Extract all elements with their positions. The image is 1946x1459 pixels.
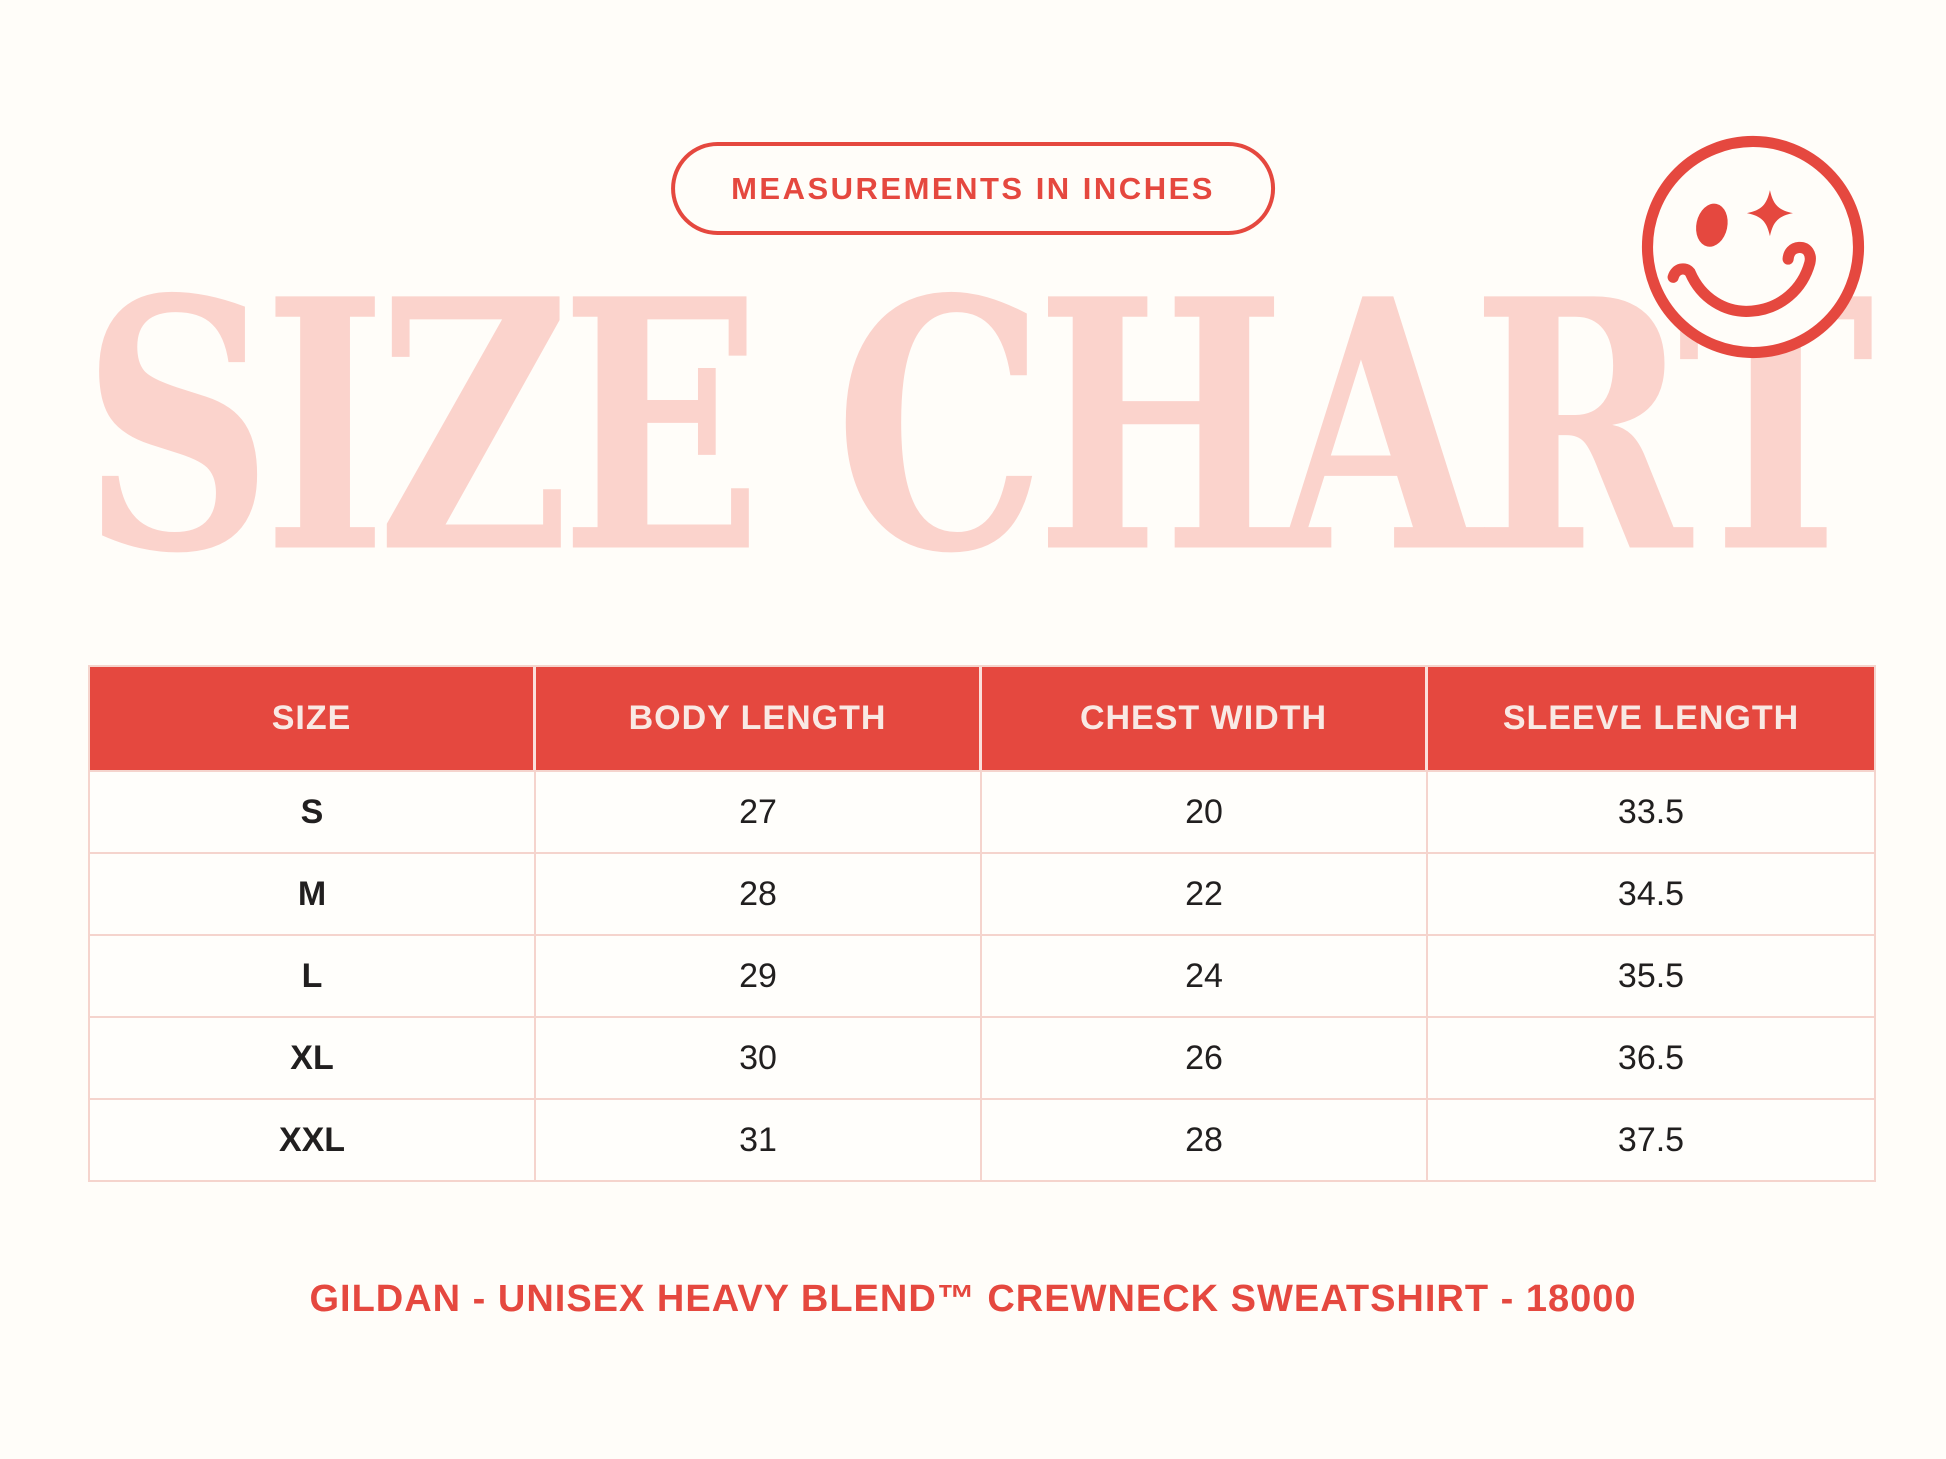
cell-body-length: 27 xyxy=(536,772,982,852)
cell-chest-width: 24 xyxy=(982,936,1428,1016)
header-cell-chest-width: CHEST WIDTH xyxy=(982,667,1428,770)
smiley-mouth xyxy=(1667,241,1816,317)
cell-chest-width: 26 xyxy=(982,1018,1428,1098)
header-cell-size: SIZE xyxy=(90,667,536,770)
cell-chest-width: 28 xyxy=(982,1100,1428,1180)
header-cell-body-length: BODY LENGTH xyxy=(536,667,982,770)
cell-sleeve-length: 33.5 xyxy=(1617,792,1685,831)
cell-body-length: 30 xyxy=(536,1018,982,1098)
cell-chest-width: 20 xyxy=(982,772,1428,852)
measurements-badge-label: MEASUREMENTS IN INCHES xyxy=(731,170,1215,206)
cell-size: XL xyxy=(90,1018,536,1098)
footer-product-name: GILDAN - UNISEX HEAVY BLEND™ CREWNECK SW… xyxy=(309,1278,1637,1320)
smiley-face-circle xyxy=(1641,135,1865,359)
table-row-m: M 28 22 34.5 xyxy=(90,852,1874,934)
page-title: SIZE CHART xyxy=(0,255,1946,600)
smiley-sparkle-eye xyxy=(1746,190,1793,237)
cell-size: XXL xyxy=(90,1100,536,1180)
size-table: SIZE BODY LENGTH CHEST WIDTH SLEEVE LENG… xyxy=(88,665,1876,1182)
cell-size: M xyxy=(90,854,536,934)
table-row-xxl: XXL 31 28 37.5 xyxy=(90,1098,1874,1180)
cell-body-length: 28 xyxy=(536,854,982,934)
cell-size: L xyxy=(90,936,536,1016)
cell-sleeve-length: 37.5 xyxy=(1617,1120,1685,1159)
cell-sleeve-length: 36.5 xyxy=(1617,1038,1685,1077)
table-row-xl: XL 30 26 36.5 xyxy=(90,1016,1874,1098)
cell-body-length: 31 xyxy=(536,1100,982,1180)
cell-chest-width: 22 xyxy=(982,854,1428,934)
cell-body-length: 29 xyxy=(536,936,982,1016)
smiley-left-eye xyxy=(1696,203,1728,247)
cell-sleeve-length: 35.5 xyxy=(1617,956,1685,995)
cell-sleeve-length: 34.5 xyxy=(1617,874,1685,913)
table-row-l: L 29 24 35.5 xyxy=(90,934,1874,1016)
measurements-badge: MEASUREMENTS IN INCHES xyxy=(671,142,1275,235)
cell-size: S xyxy=(90,772,536,852)
winking-smiley-icon xyxy=(1641,135,1865,359)
table-row-s: S 27 20 33.5 xyxy=(90,770,1874,852)
footer: GILDAN - UNISEX HEAVY BLEND™ CREWNECK SW… xyxy=(0,1278,1946,1321)
table-header-row: SIZE BODY LENGTH CHEST WIDTH SLEEVE LENG… xyxy=(90,667,1874,770)
page-title-text: SIZE CHART xyxy=(81,225,1875,630)
header-cell-sleeve-length: SLEEVE LENGTH xyxy=(1502,699,1800,737)
